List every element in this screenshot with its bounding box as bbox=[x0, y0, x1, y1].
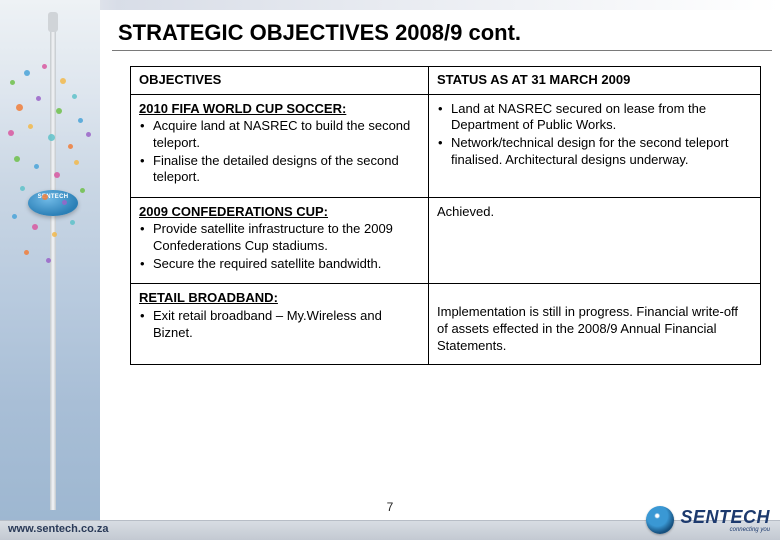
objective-heading: 2009 CONFEDERATIONS CUP: bbox=[139, 204, 420, 221]
slide: SENTECH STRATEGIC OBJECTIVES 2008/9 cont… bbox=[0, 0, 780, 540]
swarm-dot bbox=[32, 224, 38, 230]
swarm-dot bbox=[78, 118, 83, 123]
tower-pod-label: SENTECH bbox=[28, 194, 78, 200]
swarm-dot bbox=[28, 124, 33, 129]
objective-item: Finalise the detailed designs of the sec… bbox=[139, 153, 420, 186]
table-header-row: OBJECTIVES STATUS AS AT 31 MARCH 2009 bbox=[131, 67, 761, 95]
swarm-dot bbox=[16, 104, 23, 111]
swarm-dot bbox=[68, 144, 73, 149]
swarm-dot bbox=[86, 132, 91, 137]
status-item: Network/technical design for the second … bbox=[437, 135, 752, 168]
swarm-dot bbox=[72, 94, 77, 99]
objective-item: Provide satellite infrastructure to the … bbox=[139, 221, 420, 254]
brand-logo: SENTECH connecting you bbox=[646, 506, 770, 534]
logo-text: SENTECH bbox=[680, 508, 770, 526]
objective-heading: RETAIL BROADBAND: bbox=[139, 290, 420, 307]
objective-item: Exit retail broadband – My.Wireless and … bbox=[139, 308, 420, 341]
slide-title: STRATEGIC OBJECTIVES 2008/9 cont. bbox=[118, 20, 521, 46]
status-text: Implementation is still in progress. Fin… bbox=[437, 304, 752, 354]
objective-heading: 2010 FIFA WORLD CUP SOCCER: bbox=[139, 101, 420, 118]
table-row: 2010 FIFA WORLD CUP SOCCER:Acquire land … bbox=[131, 94, 761, 197]
status-text: Achieved. bbox=[437, 204, 752, 221]
swarm-dot bbox=[24, 70, 30, 76]
swarm-dot bbox=[20, 186, 25, 191]
swarm-dot bbox=[80, 188, 85, 193]
objective-item: Secure the required satellite bandwidth. bbox=[139, 256, 420, 273]
swarm-dot bbox=[60, 78, 66, 84]
sidebar-image: SENTECH bbox=[0, 0, 100, 540]
objectives-table: OBJECTIVES STATUS AS AT 31 MARCH 2009 20… bbox=[130, 66, 761, 365]
swarm-dot bbox=[24, 250, 29, 255]
table-row: 2009 CONFEDERATIONS CUP:Provide satellit… bbox=[131, 197, 761, 284]
header-objectives: OBJECTIVES bbox=[131, 67, 429, 95]
swarm-dot bbox=[42, 64, 47, 69]
swarm-dot bbox=[34, 164, 39, 169]
header-status: STATUS AS AT 31 MARCH 2009 bbox=[429, 67, 761, 95]
swarm-dot bbox=[56, 108, 62, 114]
swarm-dot bbox=[8, 130, 14, 136]
swarm-dot bbox=[14, 156, 20, 162]
objective-list: Acquire land at NASREC to build the seco… bbox=[139, 118, 420, 186]
table-row: RETAIL BROADBAND:Exit retail broadband –… bbox=[131, 284, 761, 365]
tower-graphic bbox=[50, 30, 56, 510]
logo-text-block: SENTECH connecting you bbox=[680, 508, 770, 533]
objective-list: Exit retail broadband – My.Wireless and … bbox=[139, 308, 420, 341]
status-cell: Land at NASREC secured on lease from the… bbox=[429, 94, 761, 197]
swarm-dot bbox=[12, 214, 17, 219]
objective-list: Provide satellite infrastructure to the … bbox=[139, 221, 420, 272]
status-item: Land at NASREC secured on lease from the… bbox=[437, 101, 752, 134]
title-rule bbox=[112, 50, 772, 51]
objective-cell: RETAIL BROADBAND:Exit retail broadband –… bbox=[131, 284, 429, 365]
footer-url: www.sentech.co.za bbox=[8, 523, 108, 535]
status-cell: Implementation is still in progress. Fin… bbox=[429, 284, 761, 365]
objective-item: Acquire land at NASREC to build the seco… bbox=[139, 118, 420, 151]
status-list: Land at NASREC secured on lease from the… bbox=[437, 101, 752, 169]
swarm-dot bbox=[36, 96, 41, 101]
logo-tagline: connecting you bbox=[680, 527, 770, 533]
objective-cell: 2010 FIFA WORLD CUP SOCCER:Acquire land … bbox=[131, 94, 429, 197]
swarm-dot bbox=[74, 160, 79, 165]
top-gradient bbox=[0, 0, 780, 10]
logo-swirl-icon bbox=[646, 506, 674, 534]
swarm-dot bbox=[10, 80, 15, 85]
objective-cell: 2009 CONFEDERATIONS CUP:Provide satellit… bbox=[131, 197, 429, 284]
swarm-dot bbox=[70, 220, 75, 225]
status-cell: Achieved. bbox=[429, 197, 761, 284]
